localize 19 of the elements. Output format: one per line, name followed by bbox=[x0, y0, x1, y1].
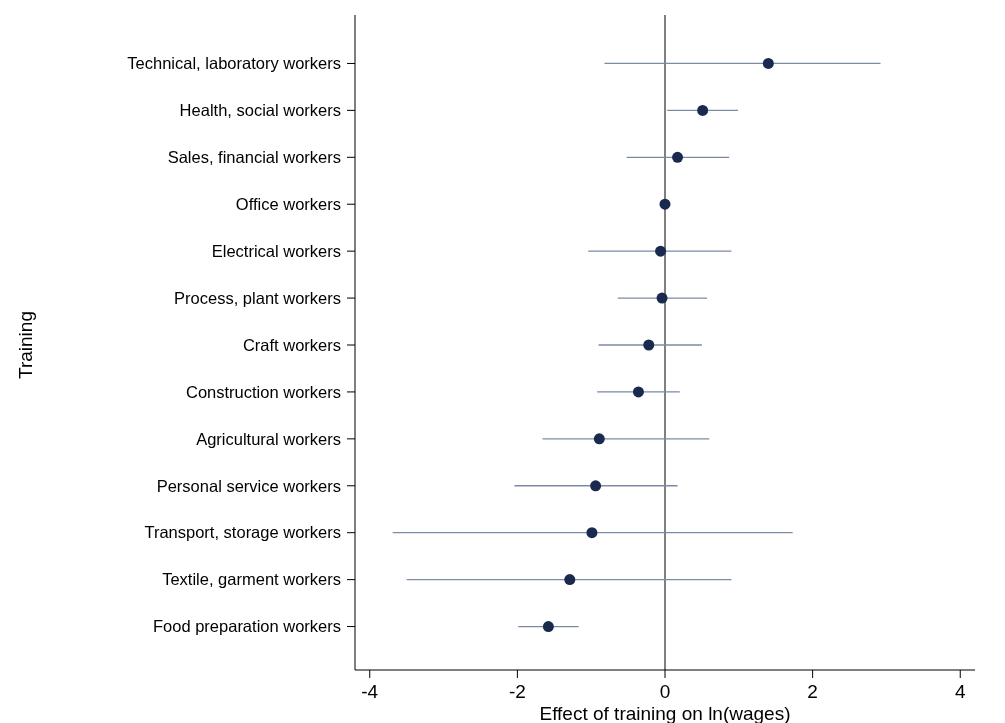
x-tick-label: -4 bbox=[361, 681, 379, 702]
y-tick-label: Transport, storage workers bbox=[144, 523, 341, 542]
x-tick-label: 2 bbox=[807, 681, 818, 702]
y-tick-label: Health, social workers bbox=[179, 101, 341, 120]
y-tick-label: Office workers bbox=[235, 195, 341, 214]
y-axis-title: Training bbox=[15, 311, 36, 379]
y-tick-label: Agricultural workers bbox=[196, 429, 341, 448]
y-tick-label: Electrical workers bbox=[211, 241, 341, 260]
y-tick-label: Food preparation workers bbox=[152, 617, 341, 636]
y-tick-label: Personal service workers bbox=[156, 476, 341, 495]
y-tick-label: Process, plant workers bbox=[174, 288, 341, 307]
y-tick-label: Textile, garment workers bbox=[162, 570, 341, 589]
x-tick-label: 4 bbox=[954, 681, 966, 702]
y-tick-label: Sales, financial workers bbox=[167, 148, 341, 167]
y-tick-label: Craft workers bbox=[242, 335, 341, 354]
x-tick-label: 0 bbox=[659, 681, 671, 702]
y-tick-label: Technical, laboratory workers bbox=[127, 54, 341, 73]
x-tick-label: -2 bbox=[508, 681, 526, 702]
y-tick-label: Construction workers bbox=[186, 382, 341, 401]
